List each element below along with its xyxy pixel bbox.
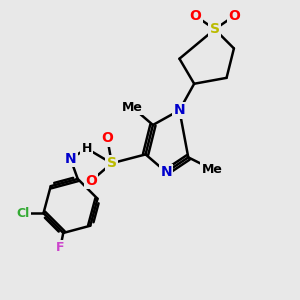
Text: S: S: [210, 22, 220, 36]
Text: Me: Me: [201, 163, 222, 176]
Text: N: N: [174, 103, 185, 117]
Text: F: F: [56, 241, 64, 254]
Text: N: N: [160, 165, 172, 179]
Text: H: H: [82, 142, 92, 155]
Text: Me: Me: [122, 101, 143, 114]
Text: S: S: [107, 156, 117, 170]
Text: O: O: [101, 131, 113, 145]
Text: O: O: [85, 174, 97, 188]
Text: N: N: [65, 152, 76, 166]
Text: O: O: [228, 9, 240, 23]
Text: O: O: [190, 9, 202, 23]
Text: Cl: Cl: [16, 207, 29, 220]
